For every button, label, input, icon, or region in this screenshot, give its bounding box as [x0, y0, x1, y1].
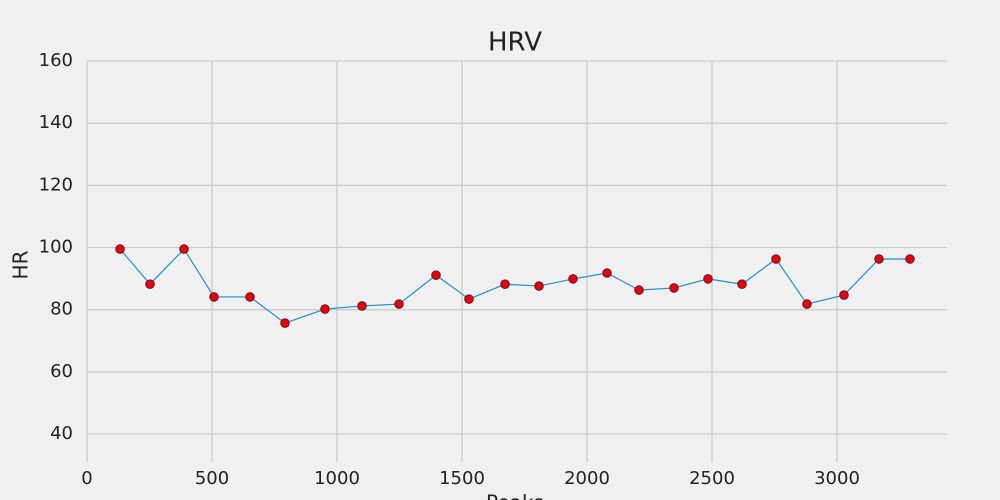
data-point: [737, 279, 747, 289]
y-tick-label: 100: [39, 237, 73, 258]
x-tick-label: 500: [195, 468, 229, 489]
data-point: [771, 254, 781, 264]
y-tick-label: 40: [50, 423, 73, 444]
data-point: [115, 244, 125, 254]
x-tick-label: 2500: [689, 468, 735, 489]
y-tick-label: 140: [39, 112, 73, 133]
data-point: [634, 285, 644, 295]
y-tick-label: 80: [50, 299, 73, 320]
data-point: [464, 294, 474, 304]
data-point: [602, 268, 612, 278]
data-point: [179, 244, 189, 254]
data-point: [802, 299, 812, 309]
chart-title: HRV: [488, 28, 542, 58]
x-tick-label: 1500: [439, 468, 485, 489]
data-point: [245, 292, 255, 302]
data-point: [209, 292, 219, 302]
data-point: [145, 279, 155, 289]
x-tick-label: 1000: [314, 468, 360, 489]
data-point: [394, 299, 404, 309]
data-point: [703, 274, 713, 284]
data-point: [669, 283, 679, 293]
data-point: [839, 290, 849, 300]
data-point: [320, 304, 330, 314]
data-line: [119, 248, 910, 324]
data-point: [905, 254, 915, 264]
y-axis-label: HR: [9, 250, 33, 279]
data-point: [357, 301, 367, 311]
y-tick-label: 160: [39, 50, 73, 71]
y-tick-label: 120: [39, 174, 73, 195]
x-tick-label: 0: [81, 468, 92, 489]
data-point: [874, 254, 884, 264]
y-tick-label: 60: [50, 361, 73, 382]
data-point: [568, 274, 578, 284]
x-tick-label: 2000: [564, 468, 610, 489]
data-point: [534, 281, 544, 291]
x-axis-label: Peaks: [486, 491, 544, 500]
x-tick-label: 3000: [814, 468, 860, 489]
data-point: [431, 270, 441, 280]
data-point: [280, 318, 290, 328]
data-point: [500, 279, 510, 289]
